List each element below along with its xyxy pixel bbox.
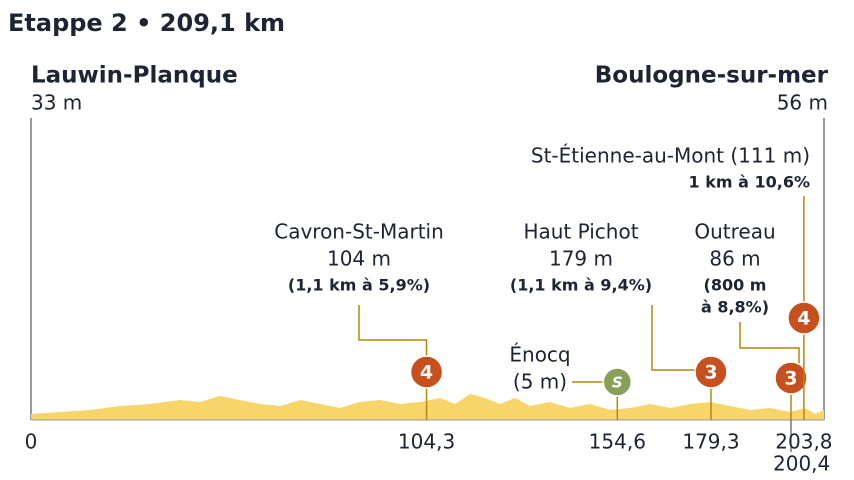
connector — [651, 305, 697, 371]
climb-name: Énocq — [509, 343, 570, 367]
start-altitude: 33 m — [31, 91, 82, 115]
climb-detail: (1,1 km à 5,9%) — [288, 276, 430, 295]
climb-name: Haut Pichot — [523, 220, 638, 244]
category-badge — [774, 361, 808, 395]
connector — [358, 305, 428, 358]
km-label: 0 — [25, 430, 38, 454]
climb-altitude: (5 m) — [513, 370, 567, 394]
km-label: 154,6 — [589, 430, 646, 454]
climb-altitude: 179 m — [549, 247, 613, 271]
start-name: Lauwin-Planque — [31, 63, 238, 89]
km-label: 104,3 — [398, 430, 455, 454]
connector — [739, 322, 800, 364]
category-badge — [602, 367, 633, 397]
finish-altitude: 56 m — [777, 91, 828, 115]
category-label: 3 — [704, 362, 717, 384]
climb-altitude: 86 m — [709, 247, 760, 271]
category-label: 4 — [797, 308, 810, 330]
climb-detail: 1 km à 10,6% — [689, 173, 810, 192]
climb-altitude: 104 m — [327, 247, 391, 271]
climb-name: Outreau — [694, 220, 775, 244]
category-badge — [694, 355, 728, 389]
km-label: 179,3 — [682, 430, 739, 454]
km-label: 203,8 — [775, 430, 832, 454]
elevation-profile — [31, 394, 824, 420]
km-label: 200,4 — [773, 452, 830, 476]
category-label: S — [612, 374, 623, 392]
category-badge — [409, 355, 444, 389]
title: Etappe 2 • 209,1 km — [8, 9, 285, 37]
category-badge — [787, 301, 821, 335]
climb-name: St-Étienne-au-Mont (111 m) — [531, 144, 810, 168]
finish-name: Boulogne-sur-mer — [595, 63, 829, 89]
climb-detail: à 8,8%) — [701, 298, 769, 317]
climb-detail: (800 m — [704, 276, 767, 295]
category-label: 4 — [420, 362, 433, 384]
climb-name: Cavron-St-Martin — [274, 220, 444, 244]
category-label: 3 — [784, 368, 797, 390]
climb-detail: (1,1 km à 9,4%) — [510, 276, 652, 295]
